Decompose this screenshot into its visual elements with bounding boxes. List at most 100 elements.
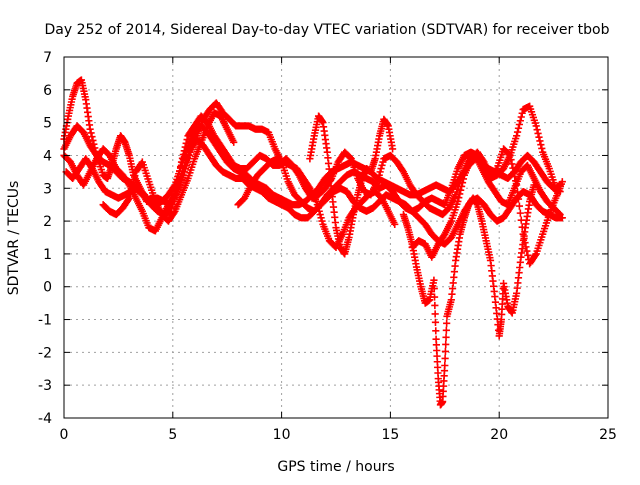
- data-point: [515, 120, 524, 129]
- data-point: [521, 239, 529, 247]
- data-point: [170, 182, 178, 190]
- grid-layer: [64, 57, 608, 418]
- data-point: [312, 197, 321, 205]
- x-tick-label: 10: [273, 427, 291, 443]
- data-point: [538, 144, 546, 153]
- data-point: [377, 164, 385, 173]
- data-point: [531, 251, 539, 259]
- data-point: [391, 220, 399, 228]
- data-point: [510, 168, 518, 176]
- y-tick-label: 6: [43, 83, 52, 99]
- data-point: [125, 194, 133, 202]
- data-point: [431, 310, 439, 318]
- data-point: [167, 204, 176, 212]
- data-point: [314, 204, 322, 212]
- data-point: [441, 361, 449, 370]
- data-point: [492, 166, 500, 174]
- data-point: [379, 158, 387, 166]
- y-axis-label: SDTVAR / TECUs: [6, 181, 22, 296]
- axis-layer: 0 5 10 15 20 25 -4 -3 -2 -1 0 1 2 3 4 5 6 7: [38, 50, 617, 443]
- y-tick-label: -2: [38, 345, 52, 361]
- data-point: [442, 333, 450, 341]
- data-point: [509, 164, 517, 172]
- y-tick-label: 2: [43, 214, 52, 230]
- data-point: [535, 133, 543, 141]
- data-point: [514, 124, 523, 132]
- data-point: [517, 113, 525, 121]
- data-point: [458, 179, 467, 187]
- series-arc-6: [306, 112, 397, 258]
- data-point: [431, 301, 439, 310]
- data-point: [455, 194, 463, 202]
- x-tick-label: 25: [599, 427, 617, 443]
- data-point: [558, 214, 566, 222]
- data-point: [171, 191, 179, 199]
- data-point: [170, 209, 178, 217]
- plot-frame: [63, 56, 609, 419]
- data-point: [388, 145, 397, 153]
- series-arc-7: [399, 181, 538, 409]
- data-point: [442, 326, 450, 334]
- data-point: [442, 340, 450, 348]
- data-point: [516, 209, 524, 217]
- x-tick-label: 15: [381, 427, 399, 443]
- data-point: [454, 197, 462, 205]
- data-point: [513, 188, 522, 196]
- data-point: [530, 181, 538, 189]
- data-point: [520, 234, 528, 243]
- y-tick-label: 3: [43, 181, 52, 197]
- y-tick-label: 0: [43, 280, 52, 296]
- data-point: [511, 172, 519, 181]
- data-point: [536, 137, 544, 145]
- x-tick-label: 0: [60, 427, 69, 443]
- y-tick-label: -3: [38, 378, 52, 394]
- data-point: [376, 168, 384, 176]
- series-arc-4: [60, 122, 564, 209]
- data-point: [441, 347, 450, 356]
- data-point: [532, 122, 540, 130]
- data-point: [515, 202, 524, 210]
- data-point: [87, 129, 95, 137]
- y-tick-label: 5: [43, 116, 52, 132]
- data-point: [378, 161, 386, 169]
- data-point: [518, 223, 526, 231]
- data-point: [513, 132, 521, 140]
- data-point: [431, 318, 440, 326]
- data-point: [128, 183, 136, 191]
- data-point: [508, 160, 516, 168]
- data-point: [534, 129, 542, 138]
- y-tick-label: -1: [38, 313, 52, 329]
- series-arc-5: [234, 155, 399, 251]
- data-point: [518, 109, 526, 117]
- data-point: [430, 276, 438, 284]
- y-tick-label: 1: [43, 247, 52, 263]
- data-point: [170, 194, 178, 202]
- data-point: [479, 157, 487, 165]
- data-point: [522, 243, 530, 251]
- x-tick-label: 20: [490, 427, 508, 443]
- data-point: [507, 156, 515, 164]
- data-point: [533, 126, 541, 134]
- data-point: [316, 210, 324, 219]
- data-point: [124, 195, 132, 204]
- data-point: [513, 128, 522, 136]
- data-point: [519, 230, 527, 238]
- data-point: [456, 190, 464, 198]
- data-point: [505, 150, 513, 159]
- data-point: [457, 182, 466, 190]
- data-point: [230, 138, 238, 146]
- data-point: [430, 293, 439, 301]
- data-point: [558, 178, 566, 186]
- y-tick-label: 4: [43, 148, 52, 164]
- data-point: [315, 207, 323, 215]
- data-point: [537, 141, 545, 149]
- x-axis-label: GPS time / hours: [277, 459, 394, 475]
- data-point: [430, 285, 438, 293]
- y-tick-label: -4: [38, 411, 52, 427]
- data-point: [318, 217, 326, 225]
- data-point: [457, 186, 465, 194]
- data-point: [126, 190, 134, 198]
- data-point: [516, 117, 524, 125]
